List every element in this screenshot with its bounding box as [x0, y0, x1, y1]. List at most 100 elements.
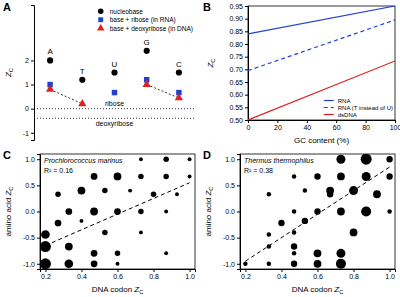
tick: 0.0 — [25, 208, 40, 215]
tick-label: 1 — [25, 81, 29, 88]
tick-mark — [37, 238, 40, 239]
tick-label: 1.0 — [25, 156, 35, 163]
bubble — [336, 259, 346, 269]
tick: 0.95 — [229, 3, 248, 10]
annotation: R² = 0.16 — [44, 167, 73, 174]
bubble — [116, 262, 120, 266]
tick-label: 0.60 — [229, 91, 243, 98]
legend-item: RNA — [324, 98, 351, 104]
tick-label: -1.0 — [23, 261, 35, 268]
point — [144, 48, 150, 54]
tick-label: 0.2 — [241, 273, 251, 280]
point — [112, 90, 117, 95]
bubble — [139, 230, 143, 234]
plot-frame — [240, 154, 395, 269]
annotation: Thermus thermophilus — [244, 157, 314, 165]
tick: 0.70 — [229, 66, 248, 73]
tick: -0.5 — [23, 234, 40, 241]
tick-mark — [245, 95, 248, 96]
bubble — [337, 208, 345, 216]
tick: 1.0 — [185, 269, 195, 280]
tick: -1.0 — [223, 261, 240, 268]
figure: -1012ribosedeoxyriboseATUGCnucleobasebas… — [0, 0, 400, 297]
x-axis: 0.20.40.60.81.0 — [41, 269, 196, 280]
bubble — [90, 208, 98, 216]
legend-symbol — [324, 107, 334, 108]
bubble — [163, 156, 169, 162]
legend-symbol — [98, 8, 104, 14]
tick: 1 — [25, 81, 34, 88]
tick: 0.6 — [113, 269, 123, 280]
tick: 20 — [274, 120, 282, 131]
category-label: G — [144, 38, 150, 47]
bubble — [55, 220, 62, 227]
category-label: A — [47, 47, 53, 56]
tick-label: 0.70 — [229, 66, 243, 73]
tick-label: 0.75 — [229, 53, 243, 60]
bubble — [175, 192, 179, 196]
bubble — [138, 209, 144, 215]
tick-label: 0.0 — [225, 208, 235, 215]
legend-symbol — [324, 100, 334, 101]
bubble — [303, 188, 307, 192]
bubble — [65, 243, 73, 251]
tick-label: 0 — [25, 105, 29, 112]
tick: 1.0 — [385, 269, 395, 280]
category-label: C — [176, 60, 182, 69]
bubble — [361, 206, 371, 216]
panel: -1.0-0.50.00.51.00.20.40.60.81.0Prochlor… — [3, 149, 196, 295]
bubble — [278, 220, 284, 226]
tick-label: 0.90 — [229, 15, 243, 22]
y-axis-title: amino acid ZC — [204, 187, 214, 237]
tick-mark — [336, 120, 337, 123]
bubble — [327, 191, 333, 197]
bubble — [40, 241, 51, 252]
tick-mark — [37, 159, 40, 160]
panel-label: A — [3, 1, 11, 13]
tick-mark — [390, 269, 391, 272]
tick: 0.75 — [229, 53, 248, 60]
bubble — [362, 172, 371, 181]
x-axis-line — [241, 270, 396, 273]
tick-mark — [245, 107, 248, 108]
tick-label: 60 — [333, 124, 341, 131]
point — [47, 57, 53, 63]
y-axis-title: ZC — [4, 68, 14, 78]
tick-label: 0.95 — [229, 3, 243, 10]
tick-mark — [307, 120, 308, 123]
bubble — [55, 192, 61, 198]
fit-line — [45, 183, 189, 246]
tick-mark — [277, 120, 278, 123]
bubble — [65, 208, 72, 215]
tick: 0.5 — [225, 182, 240, 189]
tick-label: 40 — [303, 124, 311, 131]
x-axis-title: GC content (%) — [294, 136, 349, 145]
bubble — [41, 230, 50, 239]
tick-label: 0.4 — [77, 273, 87, 280]
tick-label: 20 — [274, 124, 282, 131]
bubble — [91, 250, 98, 257]
tick-mark — [245, 269, 246, 272]
tick-mark — [245, 31, 248, 32]
point — [143, 80, 151, 87]
tick: 0 — [247, 120, 251, 131]
legend-label: RNA — [338, 98, 351, 104]
tick-mark — [37, 185, 40, 186]
bubble — [314, 260, 322, 268]
y-axis-line — [237, 155, 241, 270]
tick-label: -0.5 — [223, 234, 235, 241]
tick-mark — [245, 57, 248, 58]
point — [175, 93, 183, 100]
y-axis: -1.0-0.50.00.51.0 — [223, 155, 241, 270]
bubble — [292, 251, 296, 255]
bubble — [78, 187, 86, 195]
x-axis-line — [41, 270, 196, 273]
bubble — [291, 243, 297, 249]
tick-mark — [245, 19, 248, 20]
bubble — [115, 251, 121, 257]
category-label: T — [80, 67, 85, 76]
bubble — [139, 157, 143, 161]
bubble — [314, 249, 322, 257]
x-axis-title: DNA codon ZC — [92, 285, 144, 295]
legend-item: dsDNA — [324, 112, 357, 118]
